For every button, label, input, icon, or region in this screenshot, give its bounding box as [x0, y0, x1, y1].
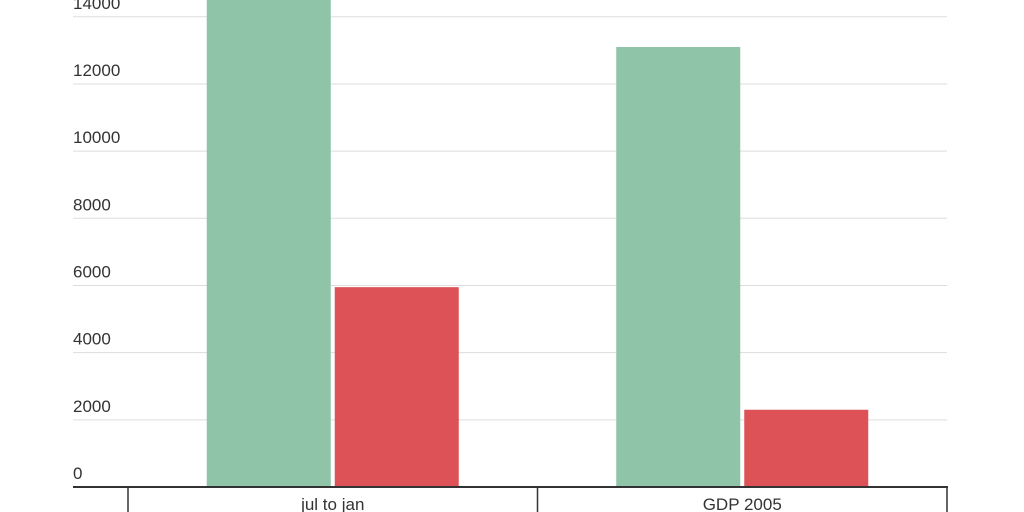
y-tick-label: 4000 [73, 330, 111, 349]
y-tick-label: 12000 [73, 61, 120, 80]
bar [616, 47, 741, 487]
bar [206, 0, 331, 487]
y-tick-label: 6000 [73, 262, 111, 281]
y-tick-label: 8000 [73, 195, 111, 214]
x-tick-label: GDP 2005 [703, 495, 782, 512]
y-tick-label: 10000 [73, 128, 120, 147]
y-tick-label: 14000 [73, 0, 120, 13]
x-tick-label: jul to jan [300, 495, 364, 512]
bar [334, 287, 459, 487]
y-tick-label: 0 [73, 464, 82, 483]
y-tick-label: 2000 [73, 397, 111, 416]
bar [744, 409, 869, 487]
